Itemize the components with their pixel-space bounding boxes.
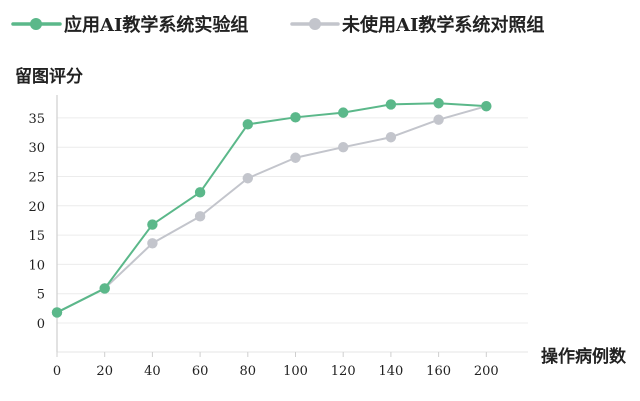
data-point-control [290, 152, 301, 163]
x-tick-label: 100 [283, 364, 308, 379]
x-tick-label: 140 [378, 364, 403, 379]
data-point-experimental [147, 219, 158, 230]
data-point-experimental [385, 99, 397, 110]
x-tick-label: 0 [53, 364, 61, 379]
y-tick-label: 10 [28, 258, 45, 273]
series-layer [51, 98, 492, 318]
data-point-control [433, 114, 444, 125]
legend-label-experimental: 应用AI教学系统实验组 [64, 14, 248, 36]
y-tick-label: 5 [37, 288, 45, 303]
data-point-control [338, 142, 349, 153]
grid-lines [57, 117, 528, 353]
x-tick-labels: 0 20 40 60 80 100 120 140 160 200 [53, 364, 499, 379]
data-point-control [242, 173, 253, 184]
x-tick-label: 40 [144, 364, 161, 379]
y-tick-label: 30 [28, 141, 45, 156]
axes [56, 95, 487, 357]
data-point-experimental [99, 283, 110, 294]
y-tick-label: 35 [28, 112, 45, 127]
legend-marker-dot-experimental [30, 18, 42, 30]
series-line-experimental [56, 102, 487, 314]
legend-marker-dot-control [309, 18, 321, 30]
y-tick-labels: 0 5 10 15 20 25 30 35 [28, 112, 45, 332]
data-point-experimental [338, 107, 349, 118]
legend-item-experimental: 应用AI教学系统实验组 [11, 14, 248, 36]
x-tick-label: 60 [192, 364, 209, 379]
legend-label-control: 未使用AI教学系统对照组 [342, 14, 544, 36]
data-point-experimental [194, 187, 206, 198]
legend-item-control: 未使用AI教学系统对照组 [290, 14, 544, 36]
data-point-experimental [51, 307, 63, 318]
x-tick-label: 160 [426, 364, 451, 379]
legend: 应用AI教学系统实验组 未使用AI教学系统对照组 [11, 14, 544, 36]
x-tick-label: 200 [474, 364, 499, 379]
y-tick-label: 0 [37, 317, 45, 332]
x-axis-label: 操作病例数 [541, 346, 627, 367]
x-tick-label: 80 [240, 364, 257, 379]
x-tick-label: 20 [96, 364, 113, 379]
y-tick-label: 25 [28, 171, 45, 186]
data-point-experimental [481, 100, 492, 112]
y-tick-label: 15 [28, 229, 45, 244]
y-tick-label: 20 [28, 200, 45, 215]
data-point-experimental [290, 112, 301, 123]
data-point-control [147, 238, 158, 249]
data-point-experimental [433, 98, 444, 109]
data-point-control [385, 132, 397, 143]
series-line-control [56, 105, 487, 314]
data-point-control [194, 211, 206, 222]
data-point-experimental [242, 119, 253, 130]
x-tick-label: 120 [331, 364, 356, 379]
y-axis-label: 留图评分 [15, 66, 83, 87]
